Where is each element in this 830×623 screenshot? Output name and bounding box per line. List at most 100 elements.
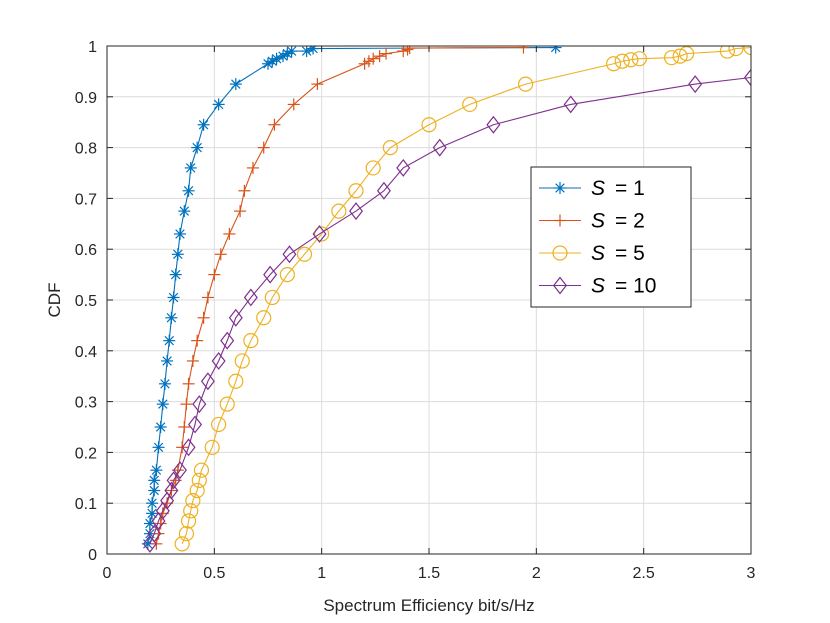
- data-point: [185, 493, 201, 509]
- x-tick-label: 1.5: [418, 565, 440, 582]
- data-point: [178, 421, 191, 433]
- data-point: [256, 310, 272, 326]
- data-point: [165, 311, 178, 324]
- legend-symbol: S: [591, 275, 605, 298]
- data-point: [257, 141, 270, 154]
- data-point: [462, 96, 478, 113]
- data-point: [728, 46, 744, 57]
- data-point: [204, 439, 220, 455]
- data-point: [403, 46, 416, 55]
- y-tick-label: 0.3: [75, 395, 97, 412]
- data-point: [154, 517, 167, 530]
- series-layer: [141, 46, 751, 553]
- data-point: [331, 203, 347, 219]
- legend-entry: S = 2: [539, 210, 645, 233]
- y-axis-label: CDF: [45, 283, 64, 318]
- data-point: [191, 141, 204, 154]
- y-tick-label: 0.5: [75, 293, 97, 310]
- x-tick-label: 0: [103, 565, 112, 582]
- data-point: [219, 396, 235, 412]
- data-point: [178, 205, 191, 218]
- data-point: [156, 398, 169, 411]
- data-point: [264, 289, 280, 306]
- legend-value: = 10: [615, 275, 656, 298]
- series-line: [181, 46, 751, 545]
- y-tick-label: 0.7: [75, 191, 97, 208]
- grid-lines: [107, 46, 751, 554]
- data-point: [150, 464, 163, 477]
- y-tick-label: 0.8: [75, 141, 97, 158]
- data-point: [184, 161, 197, 174]
- legend-value: = 2: [615, 210, 645, 233]
- legend-value: = 5: [615, 242, 645, 265]
- data-point: [211, 416, 227, 433]
- data-point: [623, 52, 639, 68]
- legend-marker: [554, 214, 566, 227]
- x-tick-label: 2: [532, 565, 541, 582]
- data-point: [146, 497, 159, 510]
- data-point: [167, 291, 180, 304]
- data-point: [212, 98, 225, 111]
- data-point: [380, 47, 393, 60]
- data-point: [367, 52, 380, 65]
- data-point: [678, 46, 695, 62]
- data-point: [234, 353, 250, 369]
- data-point: [296, 246, 313, 262]
- x-tick-label: 3: [747, 565, 756, 582]
- data-point: [182, 377, 195, 390]
- data-point: [154, 421, 167, 433]
- data-point: [197, 118, 210, 131]
- y-tick-label: 0.6: [75, 242, 97, 259]
- x-axis-label: Spectrum Efficiency bit/s/Hz: [323, 596, 534, 615]
- legend-label: S = 1: [591, 177, 645, 200]
- data-point: [743, 46, 751, 56]
- data-point: [161, 354, 174, 367]
- y-tick-label: 0.4: [75, 344, 97, 361]
- y-tick-label: 0.9: [75, 90, 97, 107]
- data-point: [172, 461, 187, 480]
- data-point: [220, 331, 235, 350]
- data-point: [197, 311, 210, 324]
- data-point: [229, 78, 242, 91]
- data-point: [349, 202, 364, 221]
- data-point: [148, 474, 161, 487]
- y-tick-label: 0.1: [75, 496, 97, 513]
- data-point: [228, 373, 244, 389]
- data-point: [285, 46, 298, 58]
- data-point: [178, 526, 195, 542]
- data-point: [147, 524, 162, 543]
- data-point: [174, 536, 190, 552]
- data-point: [432, 138, 447, 157]
- data-point: [663, 50, 680, 66]
- data-point: [373, 50, 386, 63]
- data-point: [517, 46, 530, 54]
- x-tick-label: 0.5: [203, 565, 225, 582]
- legend-symbol: S: [591, 210, 605, 233]
- data-point: [382, 140, 398, 156]
- series-4: [142, 68, 751, 553]
- axis-ticks: 0 0.5 1 1.5 2 2.5 3 0 0.1 0.2 0.3 0.4 0.5 0.6 0.7 0.8 0.…: [75, 39, 756, 582]
- data-point: [228, 308, 243, 327]
- data-point: [163, 334, 176, 347]
- data-point: [517, 76, 534, 92]
- data-point: [614, 53, 630, 69]
- data-point: [279, 267, 295, 283]
- legend-marker: [552, 245, 568, 261]
- data-point: [183, 503, 199, 519]
- data-point: [243, 288, 258, 307]
- data-point: [263, 265, 278, 284]
- legend-label: S = 2: [591, 210, 645, 233]
- legend-entry: S = 1: [539, 177, 645, 200]
- legend-entry: S = 5: [539, 242, 645, 265]
- legend: S = 1 S = 2 S = 5 S = 10: [530, 166, 692, 308]
- data-point: [186, 354, 199, 367]
- data-point: [148, 484, 161, 497]
- data-point: [631, 51, 647, 67]
- data-point: [743, 68, 751, 87]
- data-point: [396, 158, 411, 177]
- data-point: [192, 395, 207, 414]
- data-point: [211, 351, 226, 370]
- legend-symbol: S: [591, 242, 605, 265]
- data-point: [152, 441, 165, 454]
- data-point: [268, 118, 281, 131]
